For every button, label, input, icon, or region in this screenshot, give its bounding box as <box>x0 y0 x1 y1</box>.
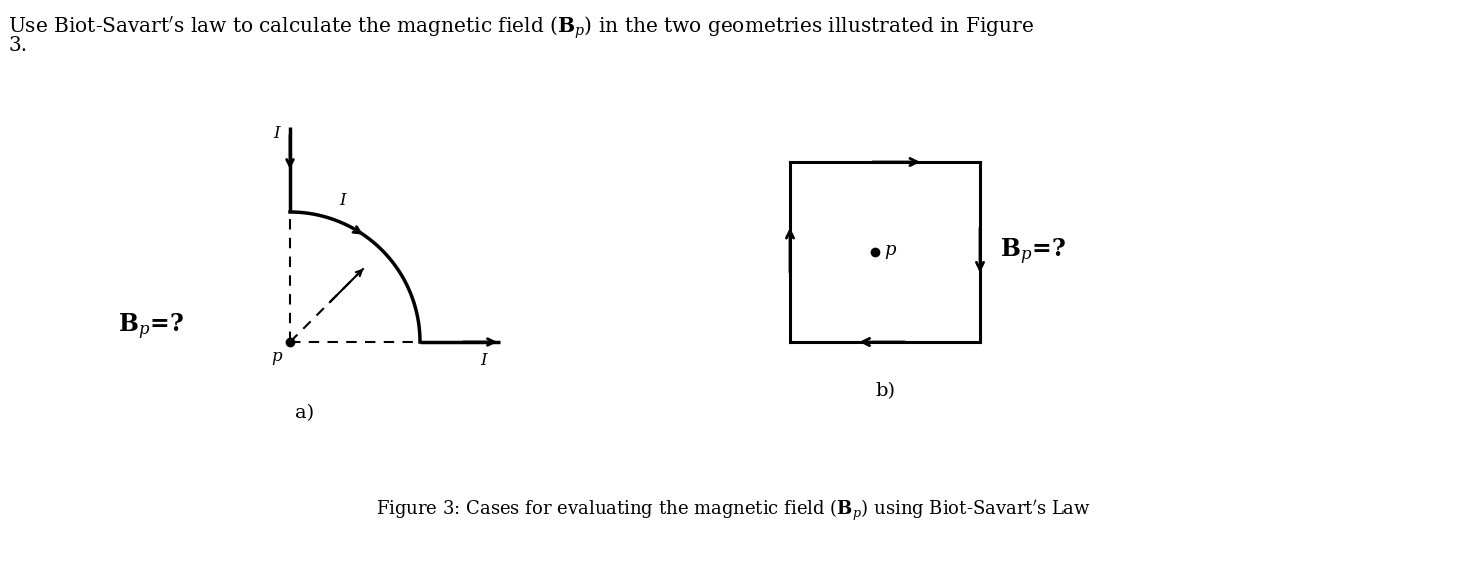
Text: a): a) <box>296 404 315 422</box>
Text: p: p <box>271 348 281 365</box>
Text: $I$: $I$ <box>339 192 347 209</box>
Text: Use Biot-Savart$'$s law to calculate the magnetic field ($\mathbf{B}_p$) in the : Use Biot-Savart$'$s law to calculate the… <box>7 14 1034 40</box>
Text: Figure 3: Cases for evaluating the magnetic field ($\mathbf{B}_p$) using Biot-Sa: Figure 3: Cases for evaluating the magne… <box>375 497 1091 523</box>
Text: $p$: $p$ <box>884 243 897 261</box>
Text: $I$: $I$ <box>481 352 490 369</box>
Text: $\mathbf{B}_p$=?: $\mathbf{B}_p$=? <box>1000 237 1066 267</box>
Text: 3.: 3. <box>7 36 28 55</box>
Text: b): b) <box>875 382 896 400</box>
Text: $I$: $I$ <box>273 125 281 142</box>
Text: $\mathbf{B}_p$=?: $\mathbf{B}_p$=? <box>117 312 183 342</box>
